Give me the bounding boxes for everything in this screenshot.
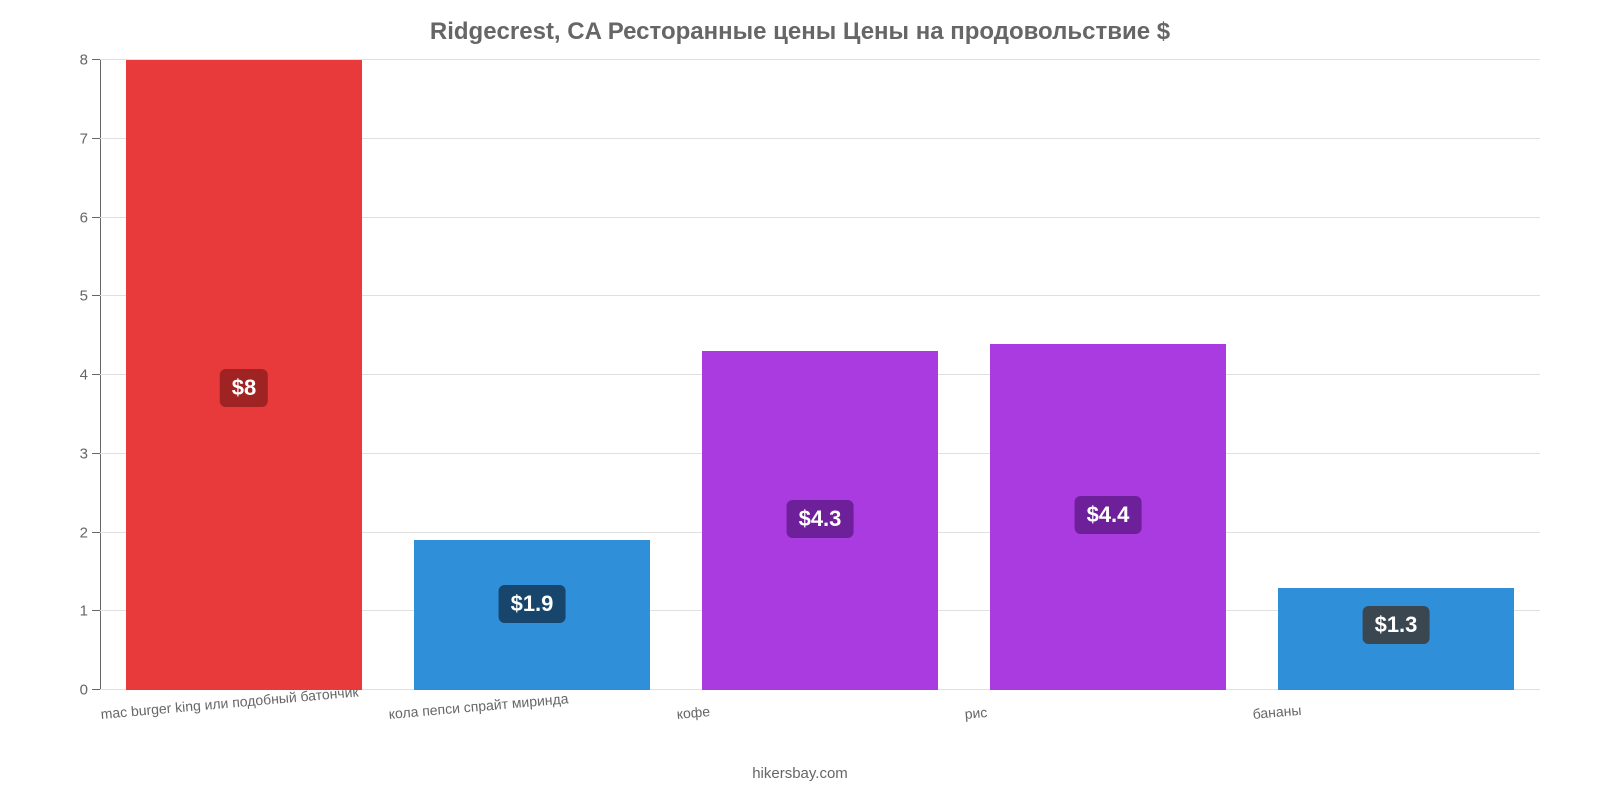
y-tick [92, 689, 100, 690]
value-badge: $1.9 [499, 585, 566, 623]
y-tick [92, 532, 100, 533]
x-axis-label: рис [964, 704, 988, 722]
bar: $4.4 [990, 344, 1226, 691]
y-tick-label: 6 [80, 209, 88, 226]
value-badge: $4.4 [1075, 496, 1142, 534]
y-tick [92, 453, 100, 454]
value-badge: $8 [220, 369, 268, 407]
x-axis-labels: mac burger king или подобный батончиккол… [100, 692, 1540, 742]
x-label-slot: кола пепси спрайт миринда [388, 692, 676, 742]
bars-row: $8 $1.9 $4.3 $4.4 $1.3 [100, 60, 1540, 690]
bar-slot: $8 [100, 60, 388, 690]
bar: $4.3 [702, 351, 938, 690]
value-badge: $1.3 [1363, 606, 1430, 644]
y-tick-label: 2 [80, 524, 88, 541]
y-tick [92, 59, 100, 60]
y-tick-label: 5 [80, 288, 88, 305]
x-label-slot: рис [964, 692, 1252, 742]
y-tick [92, 374, 100, 375]
bar: $1.3 [1278, 588, 1514, 690]
plot-area: 012345678 $8$1.9$4.3$4.4$1.3 [100, 60, 1540, 690]
y-tick-label: 8 [80, 52, 88, 69]
y-tick-label: 3 [80, 445, 88, 462]
y-tick-label: 7 [80, 130, 88, 147]
chart-title: Ridgecrest, CA Ресторанные цены Цены на … [0, 18, 1600, 46]
y-tick [92, 295, 100, 296]
bar-slot: $1.9 [388, 60, 676, 690]
y-tick [92, 217, 100, 218]
bar-slot: $4.4 [964, 60, 1252, 690]
bar-slot: $1.3 [1252, 60, 1540, 690]
bar-slot: $4.3 [676, 60, 964, 690]
chart-container: Ridgecrest, CA Ресторанные цены Цены на … [0, 0, 1600, 800]
y-tick-label: 4 [80, 367, 88, 384]
y-tick-label: 0 [80, 682, 88, 699]
x-axis-label: бананы [1252, 702, 1302, 722]
x-label-slot: бананы [1252, 692, 1540, 742]
y-tick-label: 1 [80, 603, 88, 620]
value-badge: $4.3 [787, 500, 854, 538]
bar: $1.9 [414, 540, 650, 690]
bar: $8 [126, 60, 362, 690]
y-tick [92, 138, 100, 139]
x-label-slot: кофе [676, 692, 964, 742]
x-axis-label: кола пепси спрайт миринда [388, 690, 569, 722]
x-label-slot: mac burger king или подобный батончик [100, 692, 388, 742]
x-axis-label: кофе [676, 703, 711, 722]
credit-text: hikersbay.com [0, 765, 1600, 782]
y-tick [92, 610, 100, 611]
